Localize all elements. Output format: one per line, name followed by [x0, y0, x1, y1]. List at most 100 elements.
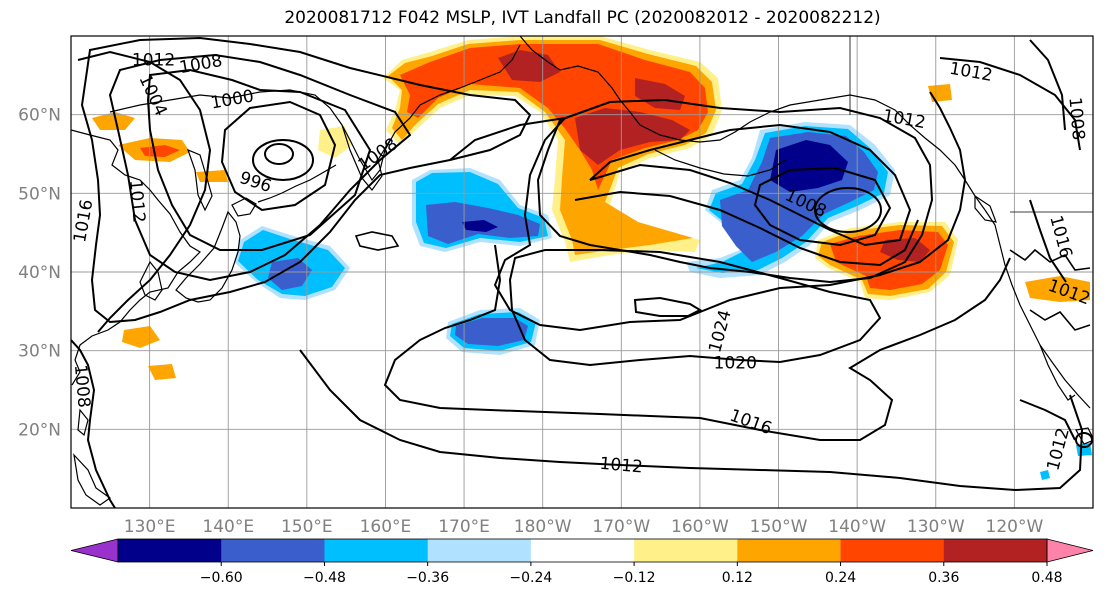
lon-label: 130°W: [907, 517, 965, 537]
coastline-bering-west: [459, 44, 521, 89]
lat-label: 50°N: [18, 184, 61, 204]
colorbar-segment: [427, 539, 532, 562]
positive-anomaly-hb: [196, 170, 228, 182]
colorbar: [70, 538, 1094, 563]
isobars: [71, 36, 1093, 508]
isobar-1008-sw: [71, 339, 116, 508]
colorbar-segment: [634, 539, 738, 562]
coastline-japan: [175, 210, 241, 303]
coastline-kamchatka: [341, 124, 391, 191]
isobar-1004: [146, 68, 372, 251]
isobar-996-core: [264, 143, 294, 165]
coastline-alaska: [519, 36, 986, 211]
colorbar-ticks: −0.60 −0.48 −0.36 −0.24 −0.12 0.12 0.24 0.36 0.4…: [200, 562, 1063, 586]
isobar-1016-west: [77, 50, 212, 333]
colorbar-segment: [530, 539, 635, 562]
colorbar-tick-label: −0.36: [406, 570, 449, 586]
lon-label: 130°E: [124, 517, 176, 537]
isobar-1016-central: [449, 91, 967, 332]
isobar-label: 1020: [714, 353, 757, 373]
negative-anomaly-gulf-navy: [770, 140, 848, 192]
isobar-label: 1012: [125, 179, 149, 224]
isobar-label: 1008: [70, 364, 94, 409]
map-title: 2020081712 F042 MSLP, IVT Landfall PC (2…: [284, 8, 881, 28]
isobar-east-1016: [1029, 199, 1067, 283]
graticule: [71, 36, 1093, 508]
isobar-coast-small: [354, 231, 400, 251]
isobar-hawaii-low: [1075, 432, 1093, 448]
colorbar-tick-label: 0.12: [722, 570, 753, 586]
positive-anomaly-south: [148, 364, 176, 380]
isobar-1008: [108, 53, 412, 282]
positive-anomaly-alaska-darkred-2: [575, 108, 690, 165]
isobar-east-1012: [939, 57, 1081, 151]
negative-anomaly-central-navy: [462, 220, 498, 232]
coastline-philippines: [73, 453, 112, 506]
map-frame: [70, 35, 1094, 509]
isobar-1000: [220, 100, 337, 212]
lon-label: 120°W: [986, 517, 1044, 537]
colorbar-segment: [118, 539, 222, 562]
isobar-1020: [508, 249, 882, 367]
colorbar-segment: [737, 539, 842, 562]
coastline-hokkaido: [231, 197, 257, 217]
colorbar-tick-label: −0.60: [200, 570, 243, 586]
negative-anomaly-hawaii-small: [1040, 470, 1050, 480]
negative-anomaly-japan-blue: [268, 258, 312, 290]
coastline-asia: [71, 129, 201, 386]
isobar-south-east: [1019, 399, 1076, 441]
colorbar-tick-label: −0.12: [613, 570, 656, 586]
isobar-label: 1012: [599, 454, 644, 478]
positive-anomaly-westcoast: [1025, 276, 1090, 302]
isobar-1024: [633, 296, 703, 317]
coastline-aleutians: [654, 149, 786, 177]
colorbar-tick-label: 0.36: [928, 570, 959, 586]
lat-label: 60°N: [18, 106, 61, 126]
colorbar-tick-label: −0.24: [509, 570, 552, 586]
coastline-sakhalin: [186, 148, 213, 212]
positive-anomaly-japan: [122, 326, 160, 348]
lon-label: 180°W: [514, 517, 572, 537]
coastline-taiwan: [77, 408, 89, 437]
isobar-east-1008: [1029, 39, 1066, 131]
lon-label: 150°E: [281, 517, 333, 537]
isobar-gulf-1008-inner: [574, 190, 919, 267]
lon-label: 160°W: [671, 517, 729, 537]
colorbar-segment: [943, 539, 1048, 562]
isobar-996: [252, 139, 314, 181]
isobar-gulf-core: [814, 187, 882, 233]
lon-label: 170°E: [438, 517, 490, 537]
colorbar-tick-label: 0.24: [825, 570, 856, 586]
colorbar-segment: [221, 539, 325, 562]
coastline-kurils: [257, 164, 337, 203]
coastline-westcoast: [984, 209, 1091, 409]
coastline-okhotsk: [109, 87, 461, 182]
lat-label: 20°N: [18, 420, 61, 440]
coastline-vancouver: [974, 194, 997, 223]
lon-label: 170°W: [592, 517, 650, 537]
latitude-labels: 60°N 50°N 40°N 30°N 20°N: [18, 106, 61, 441]
positive-anomaly-okhotsk: [92, 112, 135, 130]
colorbar-segment: [840, 539, 945, 562]
colorbar-tick-label: −0.48: [303, 570, 346, 586]
positive-anomaly-kamchatka: [318, 126, 352, 158]
isobar-gulf-1004: [753, 166, 892, 247]
isobar-label: 1008: [1064, 96, 1088, 141]
lon-label: 140°E: [202, 517, 254, 537]
colorbar-tick-label: 0.48: [1031, 570, 1062, 586]
isobar-1012-west: [80, 36, 532, 324]
isobar-1012-south: [299, 349, 1084, 492]
isobar-east-wiggle: [1009, 248, 1091, 271]
lat-label: 40°N: [18, 263, 61, 283]
isobar-east-wiggle-2: [1029, 309, 1091, 331]
coastline-korea: [139, 260, 163, 301]
isobar-label: 1012: [132, 51, 175, 71]
isobar-gulf-1008: [589, 123, 912, 247]
colorbar-extend-max: [1046, 538, 1094, 563]
colorbar-extend-min: [70, 538, 119, 563]
lat-label: 30°N: [18, 342, 61, 362]
colorbar-outline: [117, 538, 1048, 563]
colorbar-segment: [324, 539, 429, 562]
